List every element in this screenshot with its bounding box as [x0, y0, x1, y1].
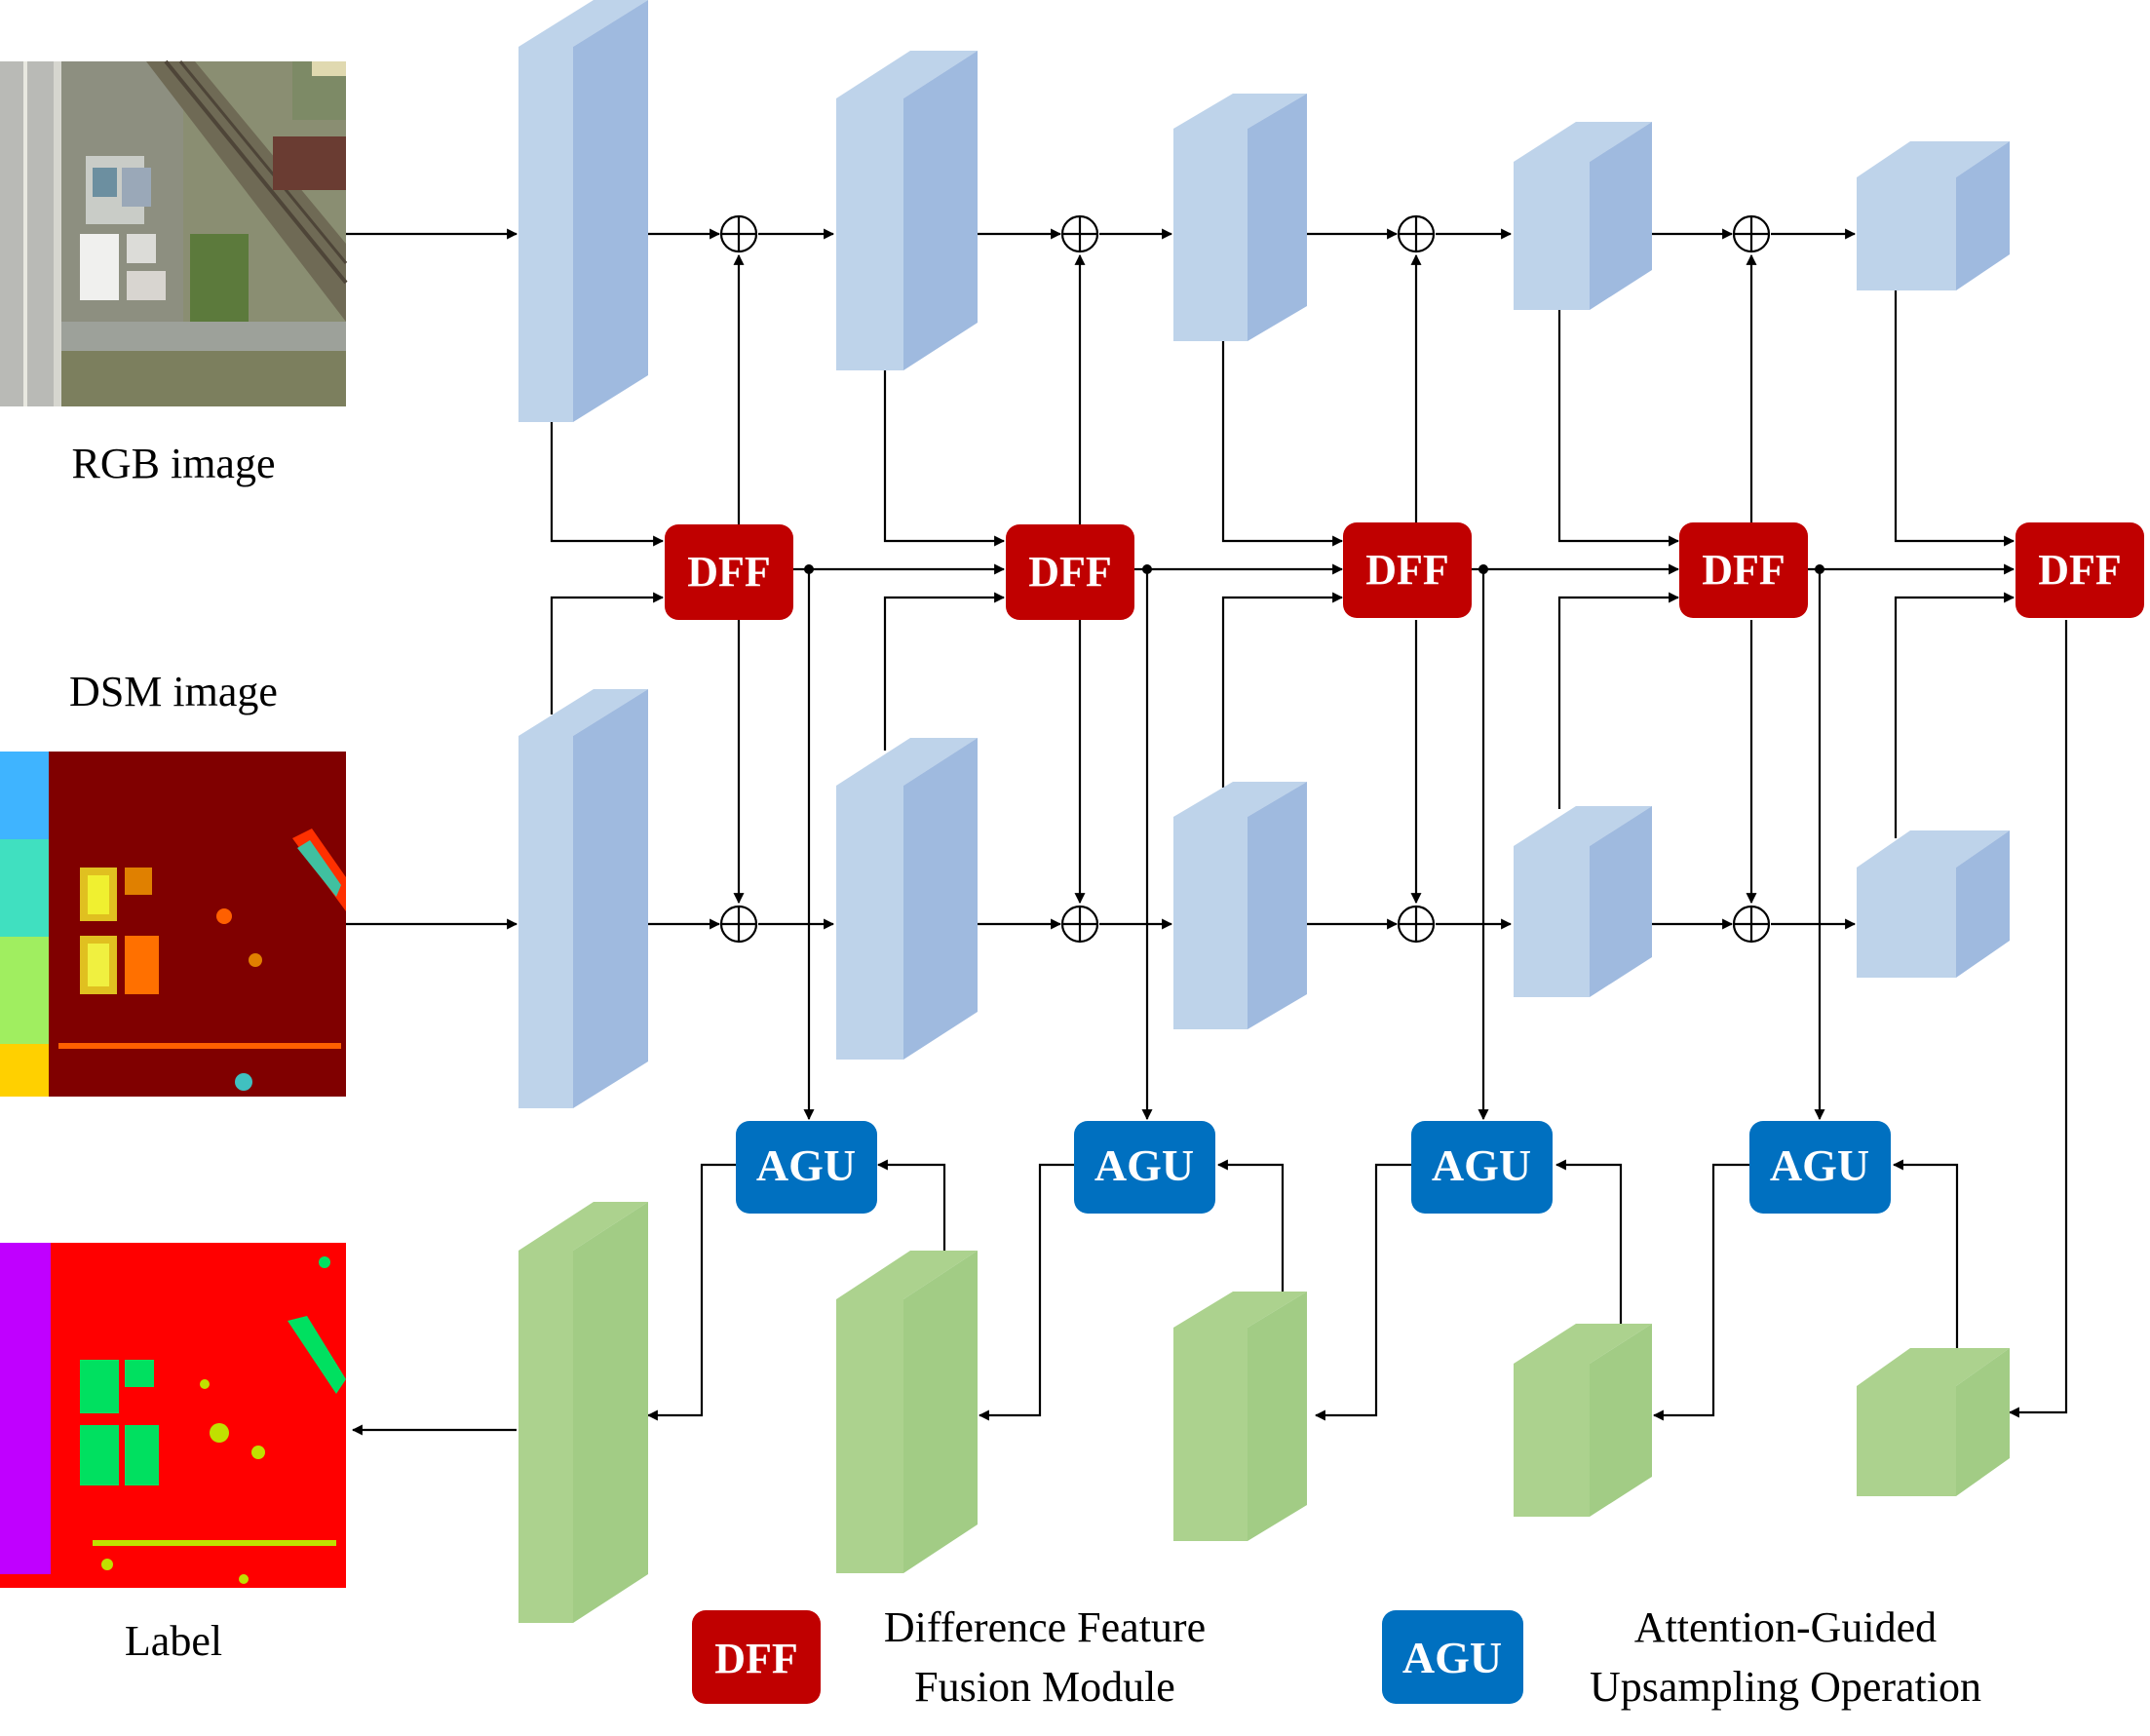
legend-agu-badge: AGU	[1402, 1633, 1502, 1682]
legend-agu: AGU Attention-Guided Upsampling Operatio…	[1382, 1603, 1981, 1711]
circle-plus-icon	[1397, 905, 1436, 944]
circle-plus-icon	[1732, 905, 1771, 944]
dff-module-label: DFF	[1702, 546, 1785, 594]
dsm-encoder-block-1	[518, 689, 648, 1108]
legend: DFF Difference Feature Fusion Module AGU…	[692, 1603, 1981, 1711]
rgb-encoder-block-5	[1857, 141, 2010, 290]
rgb-image	[0, 59, 348, 406]
rgb-encoder-block-1	[518, 0, 648, 422]
dff-module-label: DFF	[2038, 546, 2122, 594]
legend-dff-badge: DFF	[714, 1635, 798, 1682]
agu-module-label: AGU	[1770, 1140, 1869, 1190]
circle-plus-icon	[1060, 214, 1099, 253]
rgb-sum-nodes	[719, 214, 1771, 253]
dff-module-2: DFF	[1006, 524, 1134, 620]
rgb-encoder-block-2	[836, 51, 978, 370]
label-image	[0, 1243, 346, 1588]
dff-module-1: DFF	[665, 524, 793, 620]
decoder-block-2	[836, 1251, 978, 1573]
agu-module-1: AGU	[736, 1121, 877, 1214]
agu-module-label: AGU	[756, 1140, 856, 1190]
decoder-block-1	[518, 1202, 648, 1623]
decoder-block-4	[1514, 1324, 1652, 1517]
dff-module-label: DFF	[1028, 548, 1112, 596]
dsm-encoder-block-2	[836, 738, 978, 1060]
legend-dff: DFF Difference Feature Fusion Module	[692, 1603, 1206, 1711]
circle-plus-icon	[719, 905, 758, 944]
legend-agu-line2: Upsampling Operation	[1590, 1663, 1981, 1711]
legend-dff-line2: Fusion Module	[914, 1663, 1175, 1711]
dff-module-3: DFF	[1343, 522, 1472, 618]
decoder-block-3	[1173, 1292, 1307, 1541]
dsm-sum-nodes	[719, 905, 1771, 944]
agu-module-4: AGU	[1749, 1121, 1891, 1214]
rgb-encoder-block-3	[1173, 94, 1307, 341]
circle-plus-icon	[1397, 214, 1436, 253]
rgb-image-caption: RGB image	[72, 440, 276, 487]
agu-module-3: AGU	[1411, 1121, 1553, 1214]
dsm-image	[0, 752, 346, 1097]
label-image-caption: Label	[125, 1617, 222, 1665]
circle-plus-icon	[719, 214, 758, 253]
legend-agu-line1: Attention-Guided	[1634, 1603, 1937, 1651]
connection-lines	[346, 228, 2068, 1436]
dsm-image-caption: DSM image	[69, 668, 278, 715]
legend-dff-line1: Difference Feature	[884, 1603, 1206, 1651]
rgb-encoder-block-4	[1514, 122, 1652, 310]
dsm-encoder-block-4	[1514, 806, 1652, 997]
dsm-encoder-block-3	[1173, 782, 1307, 1029]
dsm-encoder-block-5	[1857, 830, 2010, 978]
agu-module-label: AGU	[1094, 1140, 1194, 1190]
junction-dots	[804, 564, 1824, 574]
agu-module-label: AGU	[1432, 1140, 1531, 1190]
dff-module-4: DFF	[1679, 522, 1808, 618]
dff-module-label: DFF	[1365, 546, 1449, 594]
dff-module-5: DFF	[2016, 522, 2144, 618]
circle-plus-icon	[1060, 905, 1099, 944]
dff-module-label: DFF	[687, 548, 771, 596]
decoder-block-5	[1857, 1348, 2010, 1496]
circle-plus-icon	[1732, 214, 1771, 253]
agu-module-2: AGU	[1074, 1121, 1215, 1214]
